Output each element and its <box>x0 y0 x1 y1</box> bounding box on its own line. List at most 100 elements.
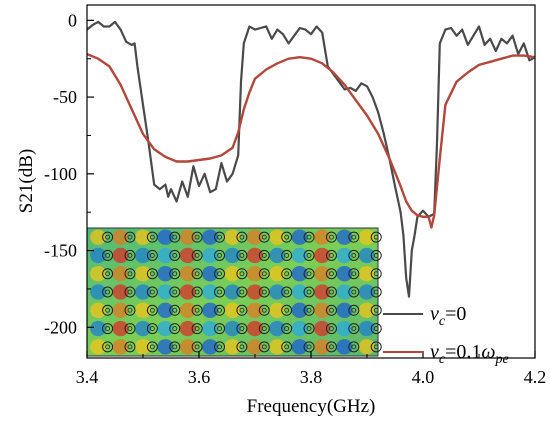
inset-field-blob <box>313 339 331 355</box>
inset-rod-ring <box>146 341 158 353</box>
inset-rod-ring <box>124 304 136 316</box>
inset-field-blob <box>224 247 241 264</box>
inset-field-blob <box>202 339 219 355</box>
inset-rod-ring <box>124 286 136 298</box>
inset-field-blob <box>179 339 196 355</box>
inset-rod-core <box>127 234 133 240</box>
inset-field-blob <box>336 339 353 355</box>
inset-rod-ring <box>124 249 136 261</box>
inset-rod-ring <box>191 286 203 298</box>
inset-rod-ring <box>214 304 226 316</box>
inset-field-blob <box>269 302 286 318</box>
inset-rod-core <box>239 289 245 295</box>
inset-rod-ring <box>169 323 181 335</box>
inset-rod-ring <box>191 231 203 243</box>
inset-rod-core <box>239 271 245 277</box>
inset-rod-ring <box>124 341 136 353</box>
inset-rod-ring <box>102 286 114 298</box>
y-tick-label: 0 <box>68 10 77 30</box>
inset-field-blob <box>313 302 331 318</box>
inset-rod-core <box>172 271 178 277</box>
inset-rod-core <box>194 326 200 331</box>
inset-field-blob <box>336 284 353 300</box>
inset-field-blob <box>90 320 107 337</box>
legend-label-vc01: vc=0.1ωpe <box>430 341 509 367</box>
inset-rod-core <box>127 253 133 258</box>
inset-field-blob <box>157 229 174 245</box>
inset-rod-ring <box>258 249 270 261</box>
inset-rod-ring <box>102 249 114 261</box>
inset-rod-core <box>172 234 178 240</box>
inset-field-blob <box>336 302 353 318</box>
inset-field-blob <box>112 284 129 300</box>
inset-rod-ring <box>191 268 203 280</box>
inset-rod-ring <box>370 304 382 316</box>
inset-field-blob <box>157 284 174 300</box>
inset-rod-ring <box>303 323 315 335</box>
inset-rod-ring <box>191 341 203 353</box>
inset-rod-core <box>329 326 334 331</box>
inset-rod-ring <box>146 304 158 316</box>
inset-rod-core <box>105 289 110 295</box>
inset-rod-ring <box>303 304 315 316</box>
inset-rod-core <box>194 344 200 350</box>
inset-rod-ring <box>236 341 248 353</box>
inset-rod-ring <box>281 341 293 353</box>
inset-field-blob <box>313 320 331 337</box>
inset-rod-core <box>149 253 155 258</box>
inset-rod-ring <box>348 323 360 335</box>
inset-rod-core <box>172 289 178 295</box>
inset-rod-core <box>105 307 110 313</box>
legend: vc=0 vc=0.1ωpe <box>383 303 509 367</box>
inset-field-blob <box>202 229 219 245</box>
inset-rod-core <box>373 234 379 240</box>
inset-rod-core <box>105 344 110 350</box>
inset-rod-core <box>306 326 312 331</box>
inset-rod-core <box>261 307 267 313</box>
inset-field-blob <box>246 266 263 282</box>
inset-rod-ring <box>348 341 360 353</box>
x-axis-title: Frequency(GHz) <box>247 396 376 417</box>
inset-field-blob <box>157 247 174 264</box>
inset-rod-ring <box>146 268 158 280</box>
inset-rod-ring <box>169 286 181 298</box>
inset-rod-ring <box>214 286 226 298</box>
inset-rod-core <box>306 307 312 313</box>
inset-rod-core <box>351 271 357 277</box>
inset-rod-ring <box>325 286 337 298</box>
inset-field-blob <box>179 302 196 318</box>
inset-rod-core <box>261 253 267 258</box>
inset-rod-ring <box>169 268 181 280</box>
inset-rod-core <box>373 289 379 295</box>
inset-rod-core <box>239 234 245 240</box>
inset-rod-ring <box>124 268 136 280</box>
inset-rod-ring <box>303 231 315 243</box>
inset-field-blob <box>157 302 174 318</box>
inset-rod-core <box>217 253 222 258</box>
inset-rod-ring <box>303 268 315 280</box>
inset-rod-core <box>306 253 312 258</box>
inset-rod-core <box>127 326 133 331</box>
inset-rod-core <box>172 307 178 313</box>
inset-rod-ring <box>146 286 158 298</box>
inset-field-blob <box>134 229 152 245</box>
inset-field-blob <box>291 302 308 318</box>
inset-field-blob <box>202 302 219 318</box>
inset-rod-core <box>329 344 334 350</box>
inset-rod-core <box>306 289 312 295</box>
inset-rod-ring <box>370 231 382 243</box>
inset-field-blob <box>202 247 219 264</box>
inset-field-blob <box>179 229 196 245</box>
inset-rod-core <box>217 307 222 313</box>
inset-rod-core <box>284 234 290 240</box>
inset-rod-core <box>306 234 312 240</box>
inset-rod-core <box>239 326 245 331</box>
inset-rod-core <box>239 344 245 350</box>
inset-rod-ring <box>258 286 270 298</box>
inset-rod-core <box>261 289 267 295</box>
inset-rod-core <box>105 253 110 258</box>
inset-rod-ring <box>169 341 181 353</box>
inset-rod-core <box>351 344 357 350</box>
inset-field-blob <box>291 284 308 300</box>
